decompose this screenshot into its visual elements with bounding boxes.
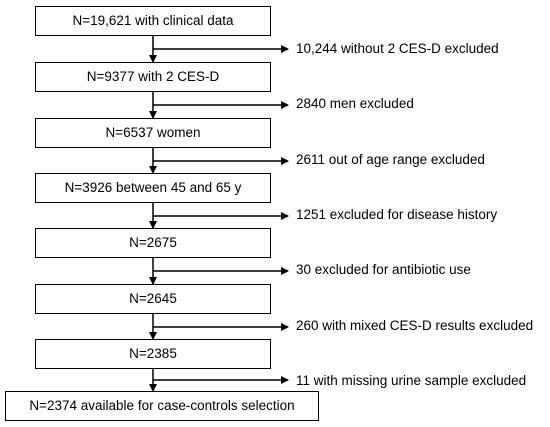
step-box-7: N=2385 [35,339,271,369]
step-box-1: N=19,621 with clinical data [35,6,271,36]
final-box: N=2374 available for case-controls selec… [5,391,319,421]
exclusion-note-4: 1251 excluded for disease history [296,207,498,222]
step-box-4: N=3926 between 45 and 65 y [35,173,271,203]
step-box-6: N=2645 [35,284,271,314]
step-box-5: N=2675 [35,228,271,258]
exclusion-note-7: 11 with missing urine sample excluded [296,373,527,388]
exclusion-note-3: 2611 out of age range excluded [296,152,485,167]
exclusion-note-1: 10,244 without 2 CES-D excluded [296,41,499,56]
exclusion-note-5: 30 excluded for antibiotic use [296,262,471,277]
exclusion-note-6: 260 with mixed CES-D results excluded [296,318,534,333]
exclusion-note-2: 2840 men excluded [296,96,414,111]
step-box-3: N=6537 women [35,118,271,148]
step-box-2: N=9377 with 2 CES-D [35,62,271,92]
